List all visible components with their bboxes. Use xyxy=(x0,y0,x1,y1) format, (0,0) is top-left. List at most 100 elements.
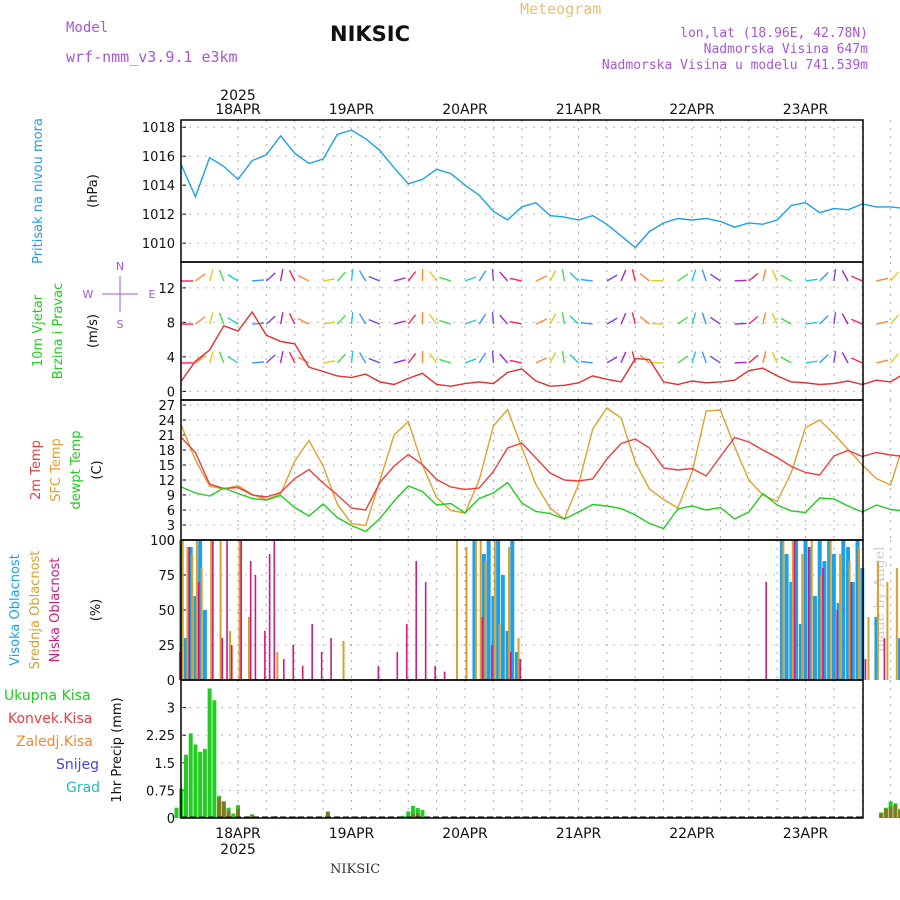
y-tick-label: 21 xyxy=(158,429,175,444)
cloud-mid-bar xyxy=(782,540,785,680)
precip-legend-label: Snijeg xyxy=(56,757,99,773)
cloud-low-bar xyxy=(822,568,824,680)
y-tick-label: 27 xyxy=(158,399,175,414)
wind-arrow xyxy=(218,351,225,364)
y-tick-label: 1018 xyxy=(142,121,175,136)
cloud-low-bar xyxy=(320,652,323,680)
t2m-line xyxy=(180,436,900,511)
wind-arrow xyxy=(358,352,367,364)
y-tick-label: 4 xyxy=(167,351,175,366)
y-tick-label: 1016 xyxy=(142,150,175,165)
cloud-mid-bar xyxy=(867,617,870,680)
cloud-low-bar xyxy=(254,575,257,680)
cloud-high-bar xyxy=(822,561,827,680)
wind-arrow xyxy=(265,354,276,364)
x-day-label-top: 21APR xyxy=(556,102,602,118)
wind-arrow xyxy=(478,313,487,325)
x-day-label-top: 22APR xyxy=(669,102,715,118)
wind-arrow xyxy=(561,269,566,282)
wind-arrow xyxy=(710,273,721,282)
wind-arrow xyxy=(606,356,618,364)
wind-arrow xyxy=(569,354,579,364)
wind-arrow xyxy=(323,360,336,364)
cloud-high-bar xyxy=(827,540,832,680)
wind-arrow xyxy=(439,276,452,282)
cloud-high-bar xyxy=(486,540,491,680)
x-day-label-bottom: 18APR xyxy=(215,826,261,842)
cloud-mid-bar xyxy=(474,540,477,680)
cloud-low-bar xyxy=(377,666,380,680)
wind-arrow xyxy=(701,312,707,325)
wind-arrow xyxy=(805,360,818,364)
wind-arrow xyxy=(358,313,367,325)
wind-arrow xyxy=(478,352,487,364)
precip-total-bar xyxy=(188,733,193,818)
precip-total-bar xyxy=(207,688,212,818)
wind-arrow xyxy=(890,314,899,325)
cloud-high-bar xyxy=(836,603,841,680)
panel-frame xyxy=(180,261,864,401)
wind-arrow xyxy=(227,317,239,325)
precip-total-bar xyxy=(198,751,203,818)
wind-arrow xyxy=(691,269,697,282)
wind-arrow xyxy=(429,352,438,364)
wind-arrow xyxy=(841,270,849,282)
cloud-low-bar xyxy=(282,659,285,680)
precip-conv-bar xyxy=(893,805,898,818)
y-tick-label: 6 xyxy=(167,504,175,519)
cloud-high-bar xyxy=(831,554,836,680)
wind-arrow xyxy=(358,270,367,282)
footer-station: NIKSIC xyxy=(330,862,381,877)
x-day-label-bottom: 23APR xyxy=(783,826,829,842)
cloud-low-bar xyxy=(883,638,886,680)
precip-conv-bar xyxy=(410,814,415,818)
wind-arrow xyxy=(336,314,347,325)
cloud-low-bar xyxy=(434,666,436,680)
wind-arrow xyxy=(701,269,707,282)
y-tick-label: 24 xyxy=(158,414,175,429)
precip-total-bar xyxy=(231,813,236,818)
precip-legend-label: Grad xyxy=(66,780,100,796)
y-tick-label: 1.5 xyxy=(154,757,175,772)
precip-total-bar xyxy=(212,700,217,818)
precip-conv-bar xyxy=(325,812,330,818)
precip-total-bar xyxy=(183,754,188,818)
cloud-mid-bar xyxy=(848,561,851,680)
precip-conv-bar xyxy=(236,808,240,818)
y-tick-label: 0 xyxy=(167,385,175,400)
precip-legend-label: Konvek.Kisa xyxy=(8,711,92,727)
y-tick-label: 50 xyxy=(158,604,175,619)
wind-arrow xyxy=(876,320,889,325)
cloud-axis-label-low: Niska Oblacnost xyxy=(48,558,63,663)
cloud-high-bar xyxy=(841,540,846,680)
wind-arrow xyxy=(297,274,310,282)
precip-conv-bar xyxy=(883,808,888,818)
cloud-low-bar xyxy=(443,671,446,680)
cloud-unit-label: (%) xyxy=(89,599,104,622)
cloud-mid-bar xyxy=(200,568,203,680)
wind-arrow xyxy=(407,314,417,325)
wind-arrow xyxy=(677,316,689,325)
wind-arrow xyxy=(851,318,863,325)
wind-arrow xyxy=(208,351,214,364)
cloud-mid-bar xyxy=(876,561,879,680)
x-day-label-bottom: 20APR xyxy=(442,826,488,842)
cloud-high-bar xyxy=(784,554,789,680)
wind-arrow xyxy=(701,351,707,364)
y-tick-label: 0.75 xyxy=(146,784,175,799)
panel-frame xyxy=(180,399,864,541)
wind-arrow xyxy=(265,272,276,282)
wind-arrow xyxy=(805,321,818,325)
wind-arrow xyxy=(252,279,265,282)
precip-unit-label: 1hr Precip (mm) xyxy=(110,697,125,802)
cloud-low-bar xyxy=(405,624,408,680)
wind-arrow xyxy=(336,353,347,364)
wind-arrow xyxy=(639,272,650,282)
cloud-low-bar xyxy=(509,652,512,680)
wind-arrow xyxy=(734,322,747,325)
cloud-high-bar xyxy=(874,617,879,680)
wind-arrow xyxy=(535,357,548,364)
wind-arrow xyxy=(851,275,863,282)
cloud-mid-bar xyxy=(186,547,189,680)
cloud-high-bar xyxy=(491,596,496,680)
